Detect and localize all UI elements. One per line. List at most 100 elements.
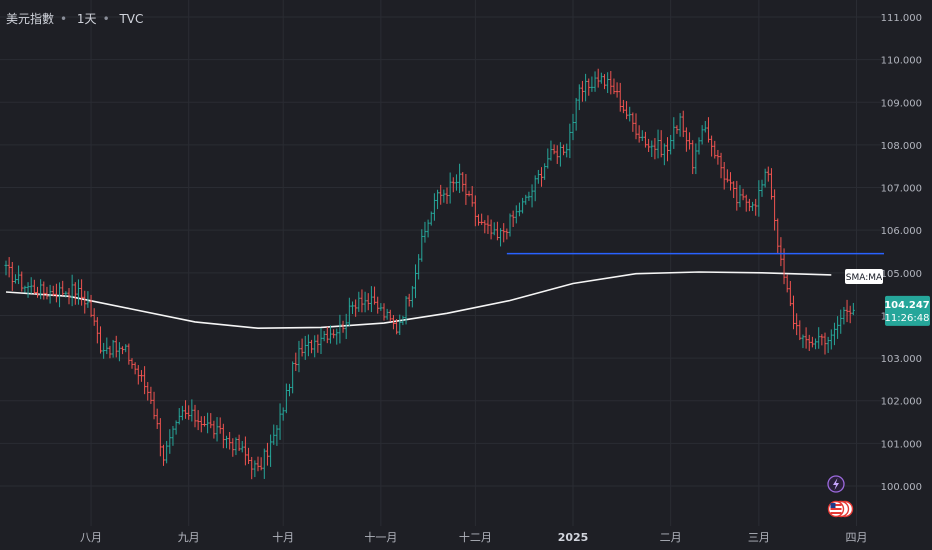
flag-canton [830, 503, 836, 508]
ohlc-bar [637, 125, 641, 143]
ohlc-bar [228, 432, 232, 450]
ohlc-bar [691, 140, 695, 175]
price-tick-label: 102.000 [881, 397, 922, 408]
time-tick-label: 八月 [80, 531, 102, 544]
ohlc-bar [552, 144, 556, 155]
ohlc-bar [792, 295, 795, 330]
ohlc-bar [848, 305, 852, 324]
ohlc-bar [681, 110, 685, 138]
ohlc-bar [577, 84, 581, 111]
ohlc-bar [473, 195, 477, 227]
ohlc-bar [190, 399, 194, 422]
ohlc-bar [240, 441, 244, 453]
ohlc-bar [810, 336, 814, 348]
ohlc-bar [351, 301, 354, 314]
ohlc-bar [442, 189, 446, 203]
bar-countdown: 11:26:48 [885, 313, 930, 324]
ohlc-bar [776, 218, 780, 254]
ohlc-bar [231, 438, 235, 457]
ohlc-bar [517, 202, 521, 217]
ohlc-bar [67, 287, 71, 305]
ohlc-bar [448, 172, 452, 204]
ohlc-bar [180, 405, 184, 421]
ohlc-bar [656, 129, 660, 159]
ohlc-bar [565, 143, 569, 158]
ohlc-bar [729, 172, 732, 191]
ohlc-bar [202, 416, 206, 427]
time-tick-label: 四月 [846, 531, 868, 544]
ohlc-bar [458, 163, 462, 194]
ohlc-bar [653, 138, 657, 160]
ohlc-bar [420, 229, 424, 262]
ohlc-bar [64, 291, 68, 298]
ohlc-bar [505, 228, 509, 240]
ohlc-bar [357, 291, 361, 312]
ohlc-bar [7, 257, 11, 278]
ohlc-bar [625, 101, 629, 120]
ohlc-bar [499, 228, 503, 247]
ohlc-bar [454, 174, 458, 191]
ohlc-bar [278, 403, 282, 440]
ohlc-bar [571, 113, 575, 141]
price-tick-label: 103.000 [881, 354, 922, 365]
ohlc-bar [773, 189, 777, 231]
ohlc-bar [706, 117, 710, 143]
ohlc-bar [297, 340, 301, 373]
ohlc-bar [275, 425, 279, 446]
ohlc-bar [149, 386, 153, 404]
ohlc-bar [20, 271, 24, 292]
ohlc-bar [225, 435, 228, 449]
ohlc-bar [414, 264, 417, 299]
ohlc-bar [199, 416, 203, 433]
last-price-badge [885, 295, 930, 326]
ohlc-bar [86, 291, 90, 308]
ohlc-bar [678, 113, 682, 137]
ohlc-bar [609, 71, 613, 95]
ohlc-bar [725, 169, 729, 183]
ohlc-bar [817, 327, 821, 349]
ohlc-bar [13, 274, 17, 284]
ohlc-bar [719, 152, 723, 179]
ohlc-bar [769, 168, 773, 200]
ohlc-bar [562, 144, 566, 156]
ohlc-bar [158, 418, 162, 457]
ohlc-bar [593, 71, 597, 92]
ohlc-bar [795, 313, 799, 336]
ohlc-bar [492, 222, 496, 236]
event-icons[interactable] [827, 475, 854, 518]
ohlc-bar [464, 173, 468, 205]
ohlc-bar [196, 410, 200, 431]
ohlc-bar [221, 423, 225, 449]
ohlc-bar [445, 187, 449, 204]
ohlc-bar [631, 112, 635, 132]
ohlc-bar [489, 219, 493, 240]
ohlc-bar [332, 329, 336, 339]
price-axis[interactable]: 100.000101.000102.000103.000104.000105.0… [881, 13, 922, 493]
sma-label-text: SMA:MA [846, 273, 883, 283]
ohlc-bar [114, 335, 118, 358]
flag-stripe [830, 504, 842, 506]
price-tick-label: 105.000 [881, 269, 922, 280]
ohlc-bar [558, 142, 562, 167]
ohlc-bar [511, 210, 515, 228]
ohlc-bar [162, 444, 165, 466]
ohlc-bar [184, 400, 188, 419]
time-axis[interactable]: 八月 九月 十月 十一月 十二月 2025 二月 三月 四月 [80, 530, 867, 544]
ohlc-bar [39, 279, 43, 300]
ohlc-bar [508, 213, 512, 237]
symbol-title[interactable]: 美元指數 • 1天 • TVC [6, 10, 149, 27]
ohlc-bar [369, 286, 373, 313]
ohlc-bar [590, 76, 594, 92]
ohlc-bar [766, 166, 770, 182]
ohlc-bar [801, 334, 805, 349]
lightning-icon [827, 475, 845, 493]
title-separator: • [102, 12, 110, 26]
ohlc-bar [606, 72, 610, 94]
time-tick-label: 三月 [748, 531, 770, 544]
ohlc-bar [483, 220, 487, 234]
ohlc-bar [628, 106, 632, 122]
ohlc-bar [659, 130, 663, 158]
ohlc-bar [417, 254, 421, 280]
